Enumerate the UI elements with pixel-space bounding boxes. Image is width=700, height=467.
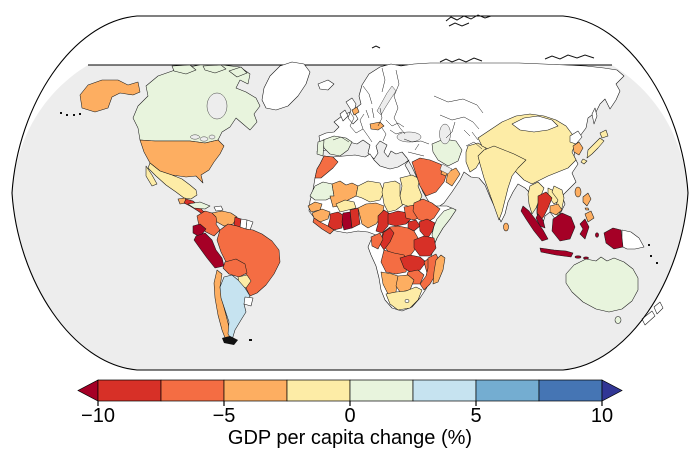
colorbar-ticklabel-5: 10 <box>591 405 613 427</box>
colorbar-ticklabel-3: 0 <box>344 405 355 427</box>
country-ivory-coast <box>327 211 344 231</box>
country-cameroon <box>375 209 391 234</box>
country-lesotho <box>404 299 410 303</box>
country-new-zealand <box>641 301 664 326</box>
black-sea <box>396 131 422 143</box>
country-myanmar <box>527 181 545 215</box>
country-ethiopia <box>412 198 441 224</box>
great-lake-3 <box>208 134 216 140</box>
country-saudi-arabia <box>411 157 449 197</box>
colorbar-segment-3 <box>223 379 288 402</box>
border-lines-europe <box>332 67 406 143</box>
map-boundary <box>11 15 689 371</box>
country-spain <box>322 135 353 157</box>
country-mali <box>329 180 359 208</box>
colorbar-segment-2 <box>160 379 225 402</box>
country-sri-lanka <box>503 222 509 232</box>
colorbar-ticklabel-2: −5 <box>213 405 236 427</box>
country-chad <box>381 180 405 213</box>
hudson-bay <box>206 92 228 120</box>
country-zambia <box>399 254 427 273</box>
country-cuba <box>187 201 211 210</box>
country-united-kingdom <box>345 97 359 125</box>
region-togo-benin <box>349 207 361 229</box>
country-north-korea <box>569 130 583 145</box>
country-somalia <box>431 207 457 246</box>
landmass-eurasia <box>316 62 625 227</box>
country-indonesia <box>520 205 624 258</box>
country-philippines <box>582 192 595 223</box>
country-alaska <box>79 79 141 113</box>
colorbar-segment-6 <box>412 379 477 402</box>
country-iceland <box>317 79 335 91</box>
landmass-greenland <box>261 61 311 111</box>
country-niger <box>355 180 385 203</box>
island-sakhalin <box>591 107 598 125</box>
country-south-africa <box>385 286 423 311</box>
colorbar-segment-8 <box>538 379 603 402</box>
island-lesser-sunda-1 <box>574 255 582 259</box>
border-lines-asia <box>403 95 484 157</box>
country-netherlands <box>351 106 360 116</box>
country-ghana <box>341 211 353 231</box>
country-taiwan <box>574 186 582 198</box>
country-argentina <box>219 274 251 341</box>
country-gabon <box>370 232 384 250</box>
country-portugal <box>316 139 325 157</box>
country-mexico <box>145 162 198 200</box>
country-cambodia <box>549 203 563 216</box>
country-angola <box>380 249 409 275</box>
country-japan <box>580 129 609 165</box>
country-venezuela <box>211 210 238 227</box>
country-morocco <box>314 155 339 179</box>
country-india <box>477 145 527 221</box>
country-mongolia <box>511 115 559 133</box>
country-oman <box>445 167 461 187</box>
country-senegal <box>307 201 323 213</box>
persian-gulf <box>439 163 453 175</box>
colorbar-ticklabel-4: 5 <box>470 405 481 427</box>
country-australia <box>565 256 639 313</box>
colorbar-segment-5 <box>349 379 414 402</box>
colorbar-over-arrow <box>601 379 623 402</box>
colorbar: −10 −5 0 5 10 GDP per capita change (%) <box>77 379 623 449</box>
country-ecuador <box>192 223 207 238</box>
island-tasmania <box>614 316 622 324</box>
colorbar-under-arrow <box>77 379 99 402</box>
country-uganda <box>407 219 421 232</box>
colorbar-segment-4 <box>286 379 351 402</box>
country-south-korea <box>572 141 584 156</box>
great-lake-1 <box>190 134 200 140</box>
country-austria <box>369 121 385 131</box>
colorbar-ticklabel-1: −10 <box>81 405 115 427</box>
country-kenya <box>418 218 436 240</box>
country-tanzania <box>413 235 437 257</box>
colorbar-segment-1 <box>97 379 162 402</box>
arctic-island-scribbles <box>371 14 595 63</box>
colorbar-title: GDP per capita change (%) <box>228 427 472 449</box>
island-hispaniola <box>213 205 224 212</box>
country-malaysia <box>535 213 546 229</box>
country-pakistan <box>465 142 487 173</box>
country-bolivia <box>222 258 248 278</box>
region-sierra-leone-liberia <box>312 217 335 235</box>
country-canada-arctic-islands <box>171 64 248 78</box>
tierra-del-fuego <box>222 336 252 345</box>
country-papua-new-guinea <box>621 229 645 250</box>
country-thailand <box>536 191 553 223</box>
country-madagascar <box>432 254 446 285</box>
caspian-sea <box>439 123 451 145</box>
country-uruguay <box>243 296 254 307</box>
country-burkina-faso <box>335 199 357 213</box>
island-moluccas <box>595 232 599 238</box>
colorbar-segment-7 <box>475 379 540 402</box>
great-lake-2 <box>199 136 209 142</box>
country-ireland <box>339 109 349 122</box>
